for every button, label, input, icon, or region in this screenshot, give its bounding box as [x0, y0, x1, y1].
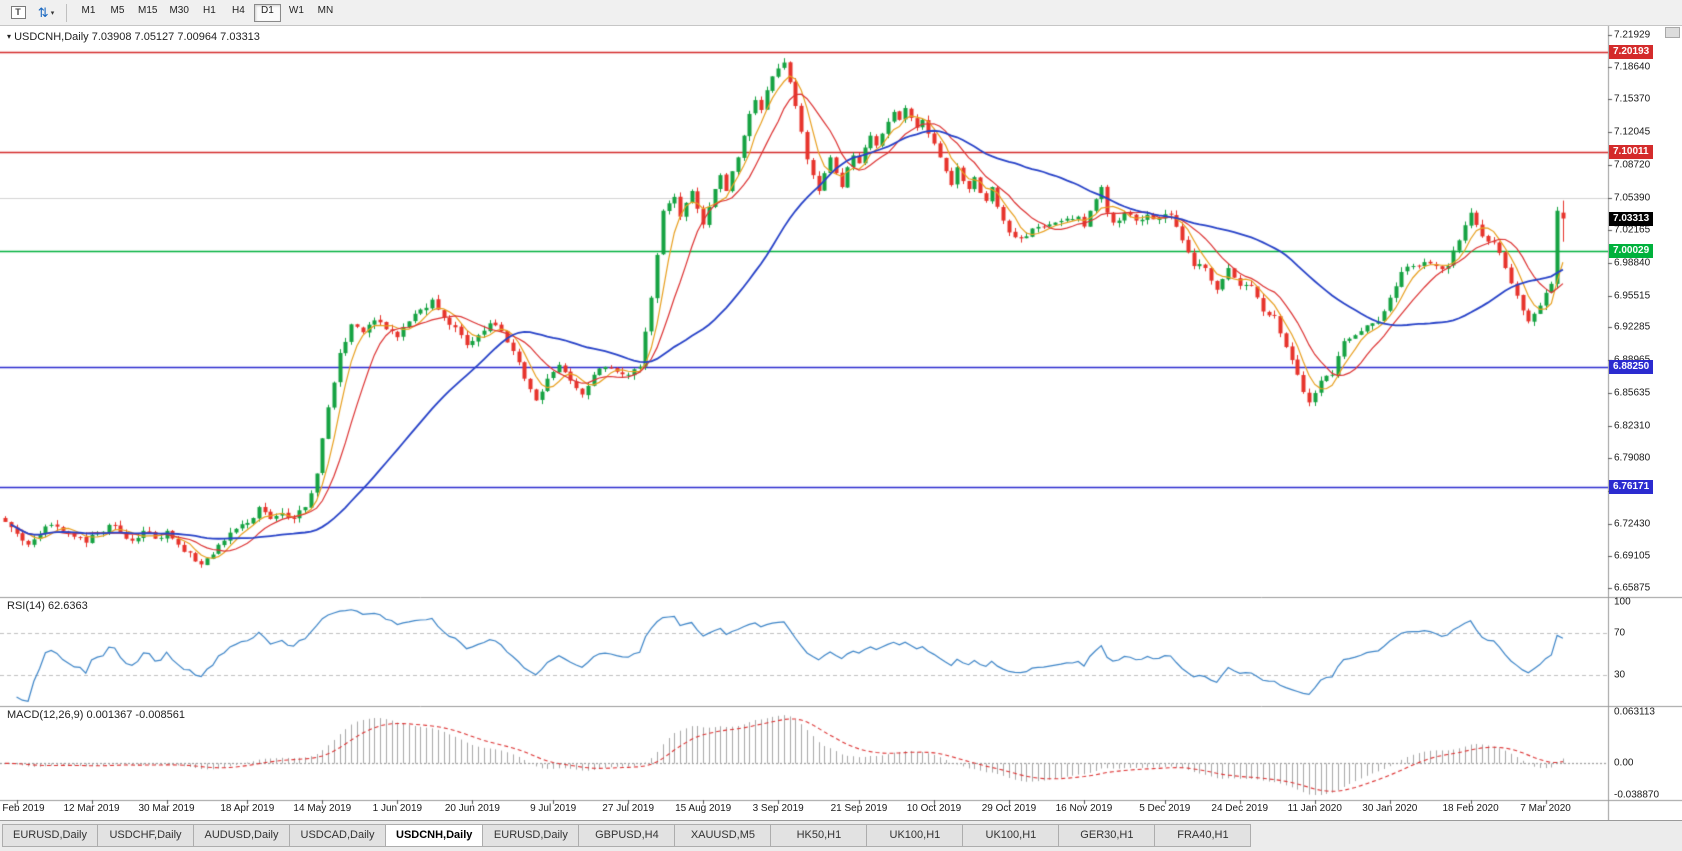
price-line-label: 7.00029 — [1609, 243, 1654, 258]
timeframe-button-h4[interactable]: H4 — [232, 4, 245, 16]
price-axis-tick: 6.79080 — [1614, 452, 1651, 464]
chart-tab-ger30-h1[interactable]: GER30,H1 — [1059, 824, 1156, 847]
date-axis-label: 21 Feb 2019 — [0, 803, 45, 814]
price-line-label: 7.10011 — [1609, 145, 1653, 160]
chart-ohlc-values: 7.03908 7.05127 7.00964 7.03313 — [91, 31, 260, 43]
date-axis-label: 1 Jun 2019 — [372, 803, 423, 814]
chart-tab-eurusd-daily[interactable]: EURUSD,Daily — [483, 824, 580, 847]
price-chart-canvas[interactable] — [0, 26, 1682, 820]
timeframe-button-d1[interactable]: D1 — [253, 3, 281, 22]
price-axis-tick: 6.88965 — [1614, 355, 1650, 366]
chart-tab-eurusd-daily[interactable]: EURUSD,Daily — [2, 824, 98, 847]
chart-tab-hk50-h1[interactable]: HK50,H1 — [771, 824, 868, 847]
date-axis-label: 30 Mar 2019 — [138, 803, 195, 814]
arrange-arrows-icon: ⇅ — [37, 5, 49, 20]
toolbar-separator — [66, 3, 67, 22]
chart-tab-usdchf-daily[interactable]: USDCHF,Daily — [98, 824, 194, 847]
macd-axis-tick: 0.063113 — [1614, 706, 1655, 718]
date-axis-label: 10 Oct 2019 — [906, 803, 962, 814]
price-axis-tick: 7.02165 — [1614, 224, 1651, 236]
date-axis-label: 30 Jan 2020 — [1362, 803, 1418, 814]
chart-title: ▾ USDCNH,Daily 7.03908 7.05127 7.00964 7… — [7, 31, 260, 43]
date-axis-label: 7 Mar 2020 — [1520, 803, 1571, 814]
chart-tab-usdcnh-daily[interactable]: USDCNH,Daily — [386, 824, 484, 847]
price-axis-tick: 7.05390 — [1614, 192, 1651, 204]
chart-tab-xauusd-m5[interactable]: XAUUSD,M5 — [675, 824, 772, 847]
timeframe-button-m30[interactable]: M30 — [169, 4, 189, 16]
date-axis-label: 18 Feb 2020 — [1442, 803, 1499, 814]
price-axis-tick: 6.98840 — [1614, 257, 1651, 269]
date-axis-label: 27 Jul 2019 — [602, 803, 655, 814]
date-axis-label: 18 Apr 2019 — [220, 803, 275, 814]
arrange-windows-button[interactable]: ⇅ ▾ — [33, 3, 59, 23]
price-axis-tick: 6.82310 — [1614, 420, 1651, 432]
rsi-indicator-label: RSI(14) 62.6363 — [7, 600, 88, 612]
date-axis-label: 9 Jul 2019 — [530, 803, 577, 814]
price-line-label: 6.76171 — [1609, 479, 1654, 494]
date-axis-label: 24 Dec 2019 — [1211, 803, 1269, 814]
macd-axis-tick: 0.00 — [1614, 757, 1634, 769]
rsi-axis-tick: 70 — [1614, 627, 1626, 639]
chart-tab-usdcad-daily[interactable]: USDCAD,Daily — [290, 824, 386, 847]
timeframe-button-w1[interactable]: W1 — [288, 4, 304, 16]
date-axis-label: 11 Jan 2020 — [1287, 803, 1342, 814]
price-axis-tick: 6.69105 — [1614, 550, 1651, 562]
price-line-label: 6.88250 — [1609, 360, 1654, 375]
timeframe-button-mn[interactable]: MN — [317, 4, 334, 16]
rsi-axis-tick: 30 — [1614, 669, 1626, 681]
template-button[interactable]: T — [5, 3, 31, 23]
date-axis-label: 21 Sep 2019 — [830, 803, 888, 814]
caret-down-icon: ▾ — [50, 9, 55, 17]
date-axis-label: 14 May 2019 — [293, 803, 352, 814]
date-axis-label: 20 Jun 2019 — [444, 803, 500, 814]
tab-bar: EURUSD,Daily USDCHF,Daily AUDUSD,Daily USDC… — [0, 820, 1682, 851]
chart-symbol-label: USDCNH,Daily — [14, 31, 89, 43]
price-axis-tick: 7.18640 — [1614, 61, 1651, 73]
price-axis-tick: 7.15370 — [1614, 93, 1651, 105]
price-axis-tick: 7.21929 — [1614, 29, 1651, 41]
chart-tab-uk100-h1[interactable]: UK100,H1 — [963, 824, 1060, 847]
timeframe-group: M1 M5 M15 M30 H1 H4 D1 W1 MN — [74, 3, 340, 22]
timeframe-button-m5[interactable]: M5 — [110, 4, 125, 16]
date-axis-label: 12 Mar 2019 — [63, 803, 120, 814]
chart-tab-audusd-daily[interactable]: AUDUSD,Daily — [194, 824, 290, 847]
price-axis-tick: 6.92285 — [1614, 321, 1651, 333]
timeframe-button-h1[interactable]: H1 — [203, 4, 216, 16]
date-axis-label: 29 Oct 2019 — [981, 803, 1037, 814]
chart-tab-uk100-h1[interactable]: UK100,H1 — [867, 824, 964, 847]
price-axis-tick: 7.12045 — [1614, 126, 1651, 138]
date-axis-label: 16 Nov 2019 — [1055, 803, 1113, 814]
date-axis-label: 15 Aug 2019 — [675, 803, 732, 814]
price-axis-tick: 7.08720 — [1614, 159, 1651, 171]
timeframe-button-m15[interactable]: M15 — [138, 4, 158, 16]
macd-indicator-label: MACD(12,26,9) 0.001367 -0.008561 — [7, 709, 185, 721]
price-line-label: 7.20193 — [1609, 44, 1654, 59]
macd-axis-tick: -0.038870 — [1614, 789, 1660, 801]
template-icon: T — [10, 6, 26, 19]
current-price-label: 7.03313 — [1609, 211, 1654, 226]
rsi-axis-tick: 100 — [1614, 596, 1631, 608]
price-axis-tick: 6.65875 — [1614, 582, 1651, 594]
date-axis-label: 3 Sep 2019 — [752, 803, 804, 814]
timeframe-button-m1[interactable]: M1 — [81, 4, 96, 16]
chart-scrollbar-stub[interactable] — [1665, 27, 1680, 38]
date-axis-label: 5 Dec 2019 — [1139, 803, 1191, 814]
dropdown-triangle-icon: ▾ — [7, 32, 12, 41]
chart-tab-gbpusd-h4[interactable]: GBPUSD,H4 — [579, 824, 676, 847]
toolbar: T ⇅ ▾ M1 M5 M15 M30 H1 H4 D1 W1 MN — [0, 0, 1682, 26]
chart-tab-fra40-h1[interactable]: FRA40,H1 — [1155, 824, 1252, 847]
price-axis-tick: 6.72430 — [1614, 518, 1651, 530]
price-axis-tick: 6.95515 — [1614, 290, 1651, 302]
price-axis-tick: 6.85635 — [1614, 387, 1651, 399]
